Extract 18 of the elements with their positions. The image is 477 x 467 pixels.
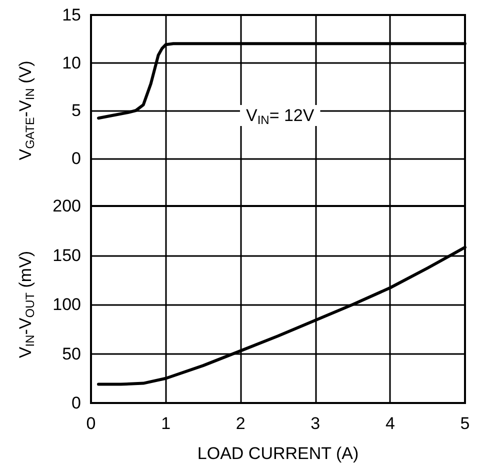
x-tick-label: 4 bbox=[385, 414, 395, 433]
x-tick-label: 3 bbox=[310, 414, 320, 433]
y-tick-label: 200 bbox=[52, 196, 81, 216]
y-tick-label: 50 bbox=[62, 344, 81, 364]
x-tick-label: 0 bbox=[86, 414, 96, 433]
x-tick-label: 2 bbox=[236, 414, 246, 433]
y-tick-label: 0 bbox=[72, 394, 81, 412]
x-tick-label: 1 bbox=[161, 414, 171, 433]
y-tick-label: 10 bbox=[62, 53, 81, 72]
y-tick-label: 15 bbox=[62, 6, 81, 24]
x-tick-label: 5 bbox=[460, 414, 470, 433]
y-tick-label: 0 bbox=[72, 148, 81, 168]
x-axis-title: LOAD CURRENT (A) bbox=[197, 444, 359, 463]
y-axis-title: VGATE-VIN (V) bbox=[16, 60, 37, 160]
y-axis-title: VIN-VOUT (mV) bbox=[16, 250, 37, 358]
y-tick-label: 150 bbox=[52, 246, 81, 265]
y-tick-label: 5 bbox=[72, 101, 81, 120]
y-tick-label: 100 bbox=[52, 295, 81, 314]
